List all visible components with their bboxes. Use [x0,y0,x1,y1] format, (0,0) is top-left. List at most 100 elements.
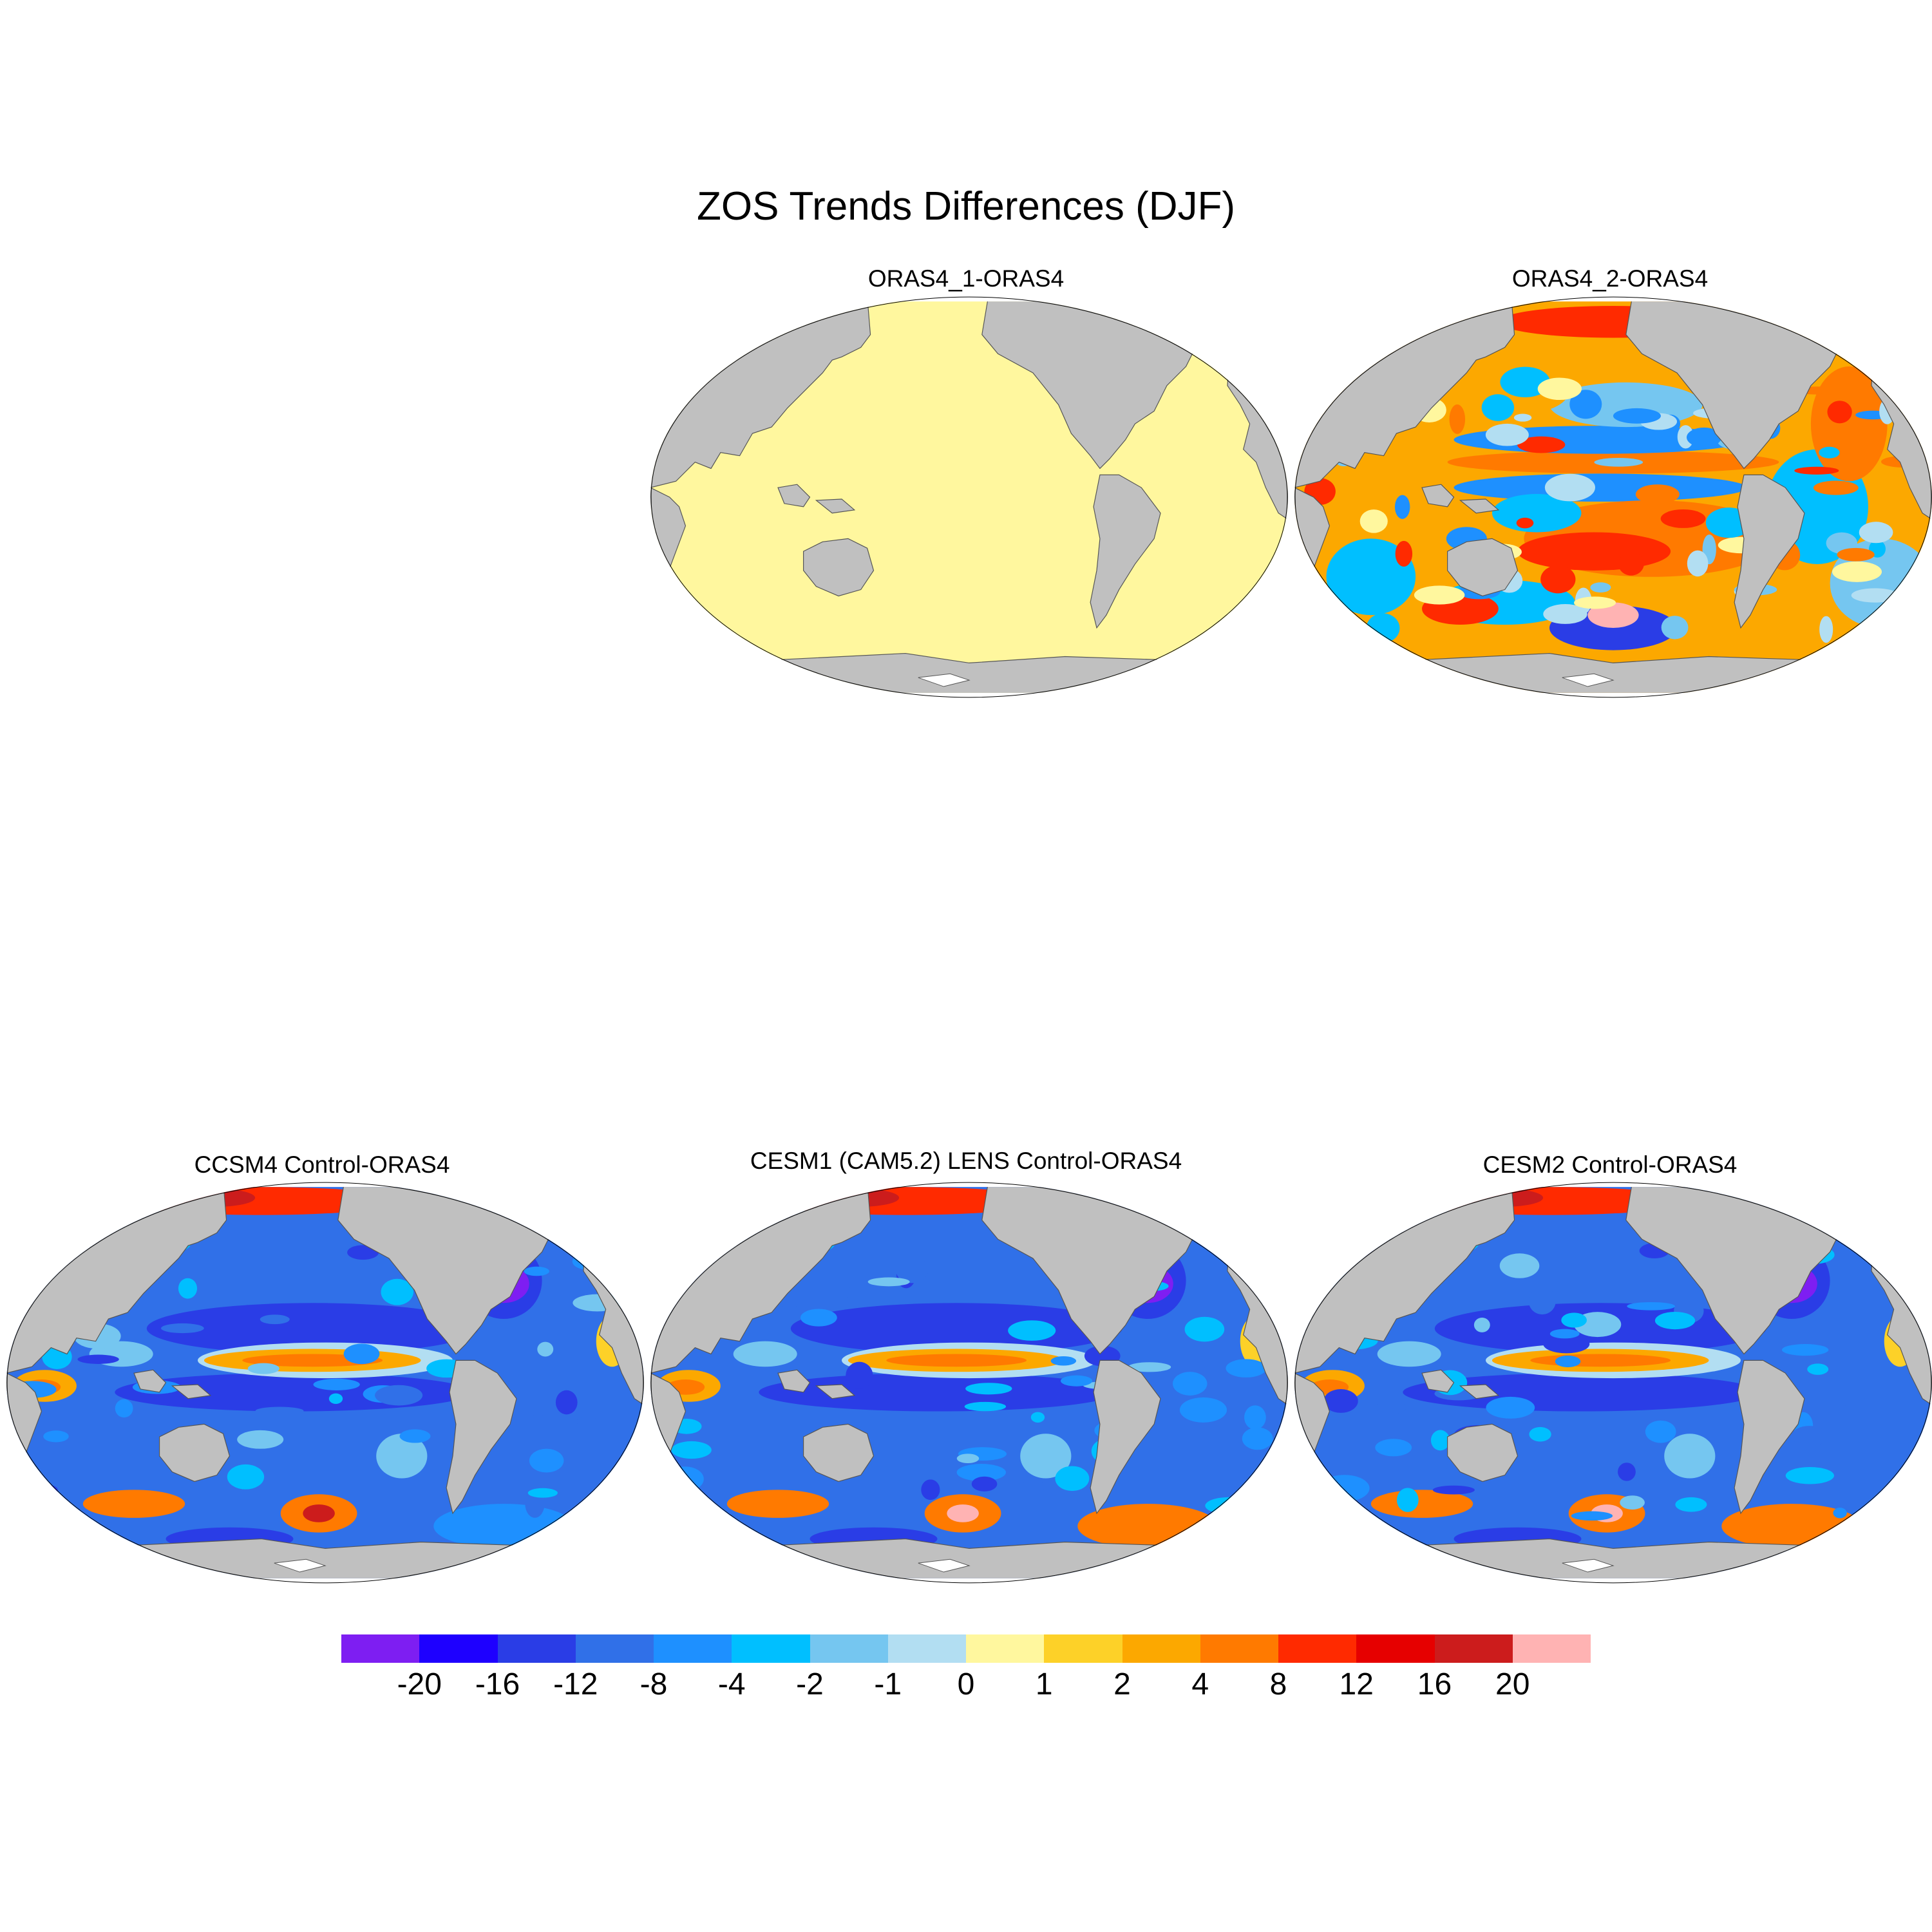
anomaly-patch [1156,1348,1182,1363]
anomaly-patch [247,1363,279,1374]
anomaly-patch [1537,377,1582,401]
anomaly-patch [37,1484,59,1496]
anomaly-patch [1839,1397,1870,1407]
colorbar-swatch [810,1634,888,1663]
anomaly-patch [255,1406,304,1416]
anomaly-patch [1485,423,1529,446]
anomaly-patch [733,1341,797,1367]
anomaly-patch [886,1354,1027,1367]
anomaly-patch [1561,1312,1587,1328]
land-mass [1459,1384,1500,1399]
land-mass [1734,474,1805,629]
anomaly-patch [1687,427,1722,448]
anomaly-patch [1871,1249,1897,1260]
anomaly-patch [1227,1253,1249,1267]
land-mass [803,538,875,597]
colorbar-tick-label: 2 [1113,1667,1131,1701]
colorbar-tick-label: -1 [874,1667,902,1701]
anomaly-patch [1827,401,1852,424]
anomaly-patch [1618,552,1644,576]
map-border [1294,296,1932,698]
anomaly-patch [1326,538,1416,616]
anomaly-patch [572,1253,609,1271]
anomaly-patch [529,1448,564,1473]
anomaly-patch [1516,517,1534,529]
anomaly-patch [260,1314,290,1325]
anomaly-patch [1785,1467,1835,1484]
anomaly-patch [178,1278,198,1299]
anomaly-patch [1661,616,1689,639]
anomaly-patch [555,1390,578,1415]
anomaly-patch [1394,495,1410,519]
anomaly-patch [1395,540,1413,567]
anomaly-patch [303,1504,335,1522]
anomaly-patch [956,1464,1006,1481]
anomaly-patch [1396,1488,1419,1512]
anomaly-patch [343,1343,380,1365]
colorbar-swatch [575,1634,654,1663]
anomaly-patch [1549,1329,1580,1339]
ice-shelf [1562,1558,1615,1573]
anomaly-patch [1323,1389,1358,1413]
land-mass [777,484,811,507]
land-mass [1447,1423,1519,1482]
anomaly-patch [1571,1511,1613,1521]
anomaly-patch [1569,390,1602,419]
land-mass [1447,538,1519,597]
colorbar-swatch [887,1634,966,1663]
anomaly-patch [527,1488,558,1498]
anomaly-patch [1813,480,1859,495]
anomaly-patch [1449,404,1466,434]
anomaly-patch [375,1385,423,1406]
land-mass [1090,1359,1161,1515]
anomaly-patch [1430,1430,1450,1451]
anomaly-patch [844,1285,876,1301]
anomaly-patch [1359,509,1388,533]
anomaly-patch [1794,466,1839,475]
anomaly-patch [146,1303,478,1354]
anomaly-patch [1645,1420,1676,1443]
anomaly-patch [1819,446,1840,459]
land-mass [1459,498,1500,514]
anomaly-patch [376,1434,428,1479]
anomaly-patch [1020,1434,1072,1479]
anomaly-patch [1620,1495,1645,1510]
anomaly-patch [1543,1334,1590,1354]
map-oras4-2 [1294,296,1932,698]
colorbar-tick-label: -12 [553,1667,598,1701]
anomaly-patch [965,1383,1012,1395]
anomaly-patch [82,1490,185,1518]
map-border [650,296,1288,698]
anomaly-patch [1179,1397,1227,1423]
colorbar-tick-label: 20 [1495,1667,1530,1701]
anomaly-patch [1587,602,1639,628]
colorbar-swatch [1122,1634,1200,1663]
anomaly-patch [1882,1506,1905,1517]
land-mass [1090,474,1161,629]
panel-title-cesm1: CESM1 (CAM5.2) LENS Control-ORAS4 [750,1148,1182,1174]
anomaly-patch [1244,1405,1266,1430]
anomaly-patch [956,1454,980,1464]
anomaly-patch [115,1399,133,1418]
map-border [1294,1182,1932,1584]
anomaly-patch [1833,1508,1847,1519]
anomaly-patch [537,1341,554,1357]
anomaly-patch [161,1323,204,1334]
anomaly-patch [1781,1344,1829,1356]
anomaly-patch [77,1354,119,1364]
anomaly-patch [576,1417,599,1426]
colorbar-swatch [497,1634,576,1663]
map-cesm1 [650,1182,1288,1584]
anomaly-patch [1544,473,1595,502]
anomaly-patch [1859,522,1893,544]
anomaly-patch [1540,565,1576,594]
colorbar-tick-label: -4 [717,1667,746,1701]
anomaly-patch [790,1303,1122,1354]
anomaly-patch [1050,1356,1077,1366]
colorbar-swatch [419,1634,498,1663]
anomaly-patch [237,1430,284,1449]
ice-shelf [918,1558,971,1573]
colorbar-tick-label: 16 [1417,1667,1452,1701]
land-mass [815,1384,856,1399]
anomaly-patch [1851,588,1899,603]
